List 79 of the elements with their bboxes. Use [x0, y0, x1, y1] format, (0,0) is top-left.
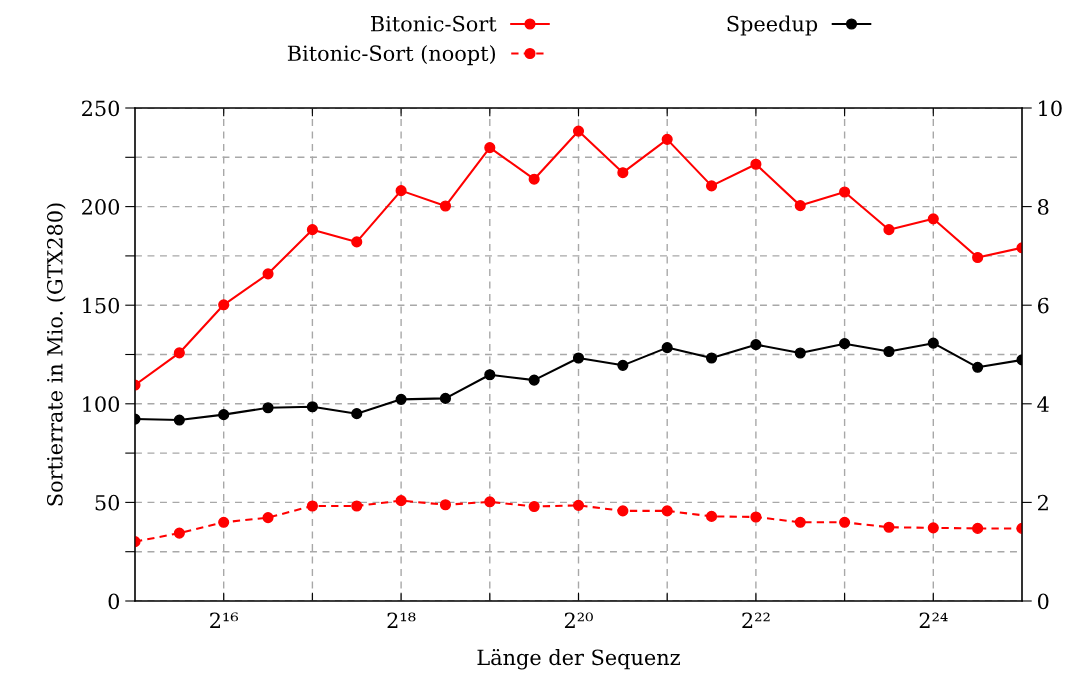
x-axis-title: Länge der Sequenz: [477, 648, 680, 670]
point: [705, 510, 718, 522]
point: [218, 409, 230, 421]
point: [661, 133, 673, 145]
point: [883, 345, 895, 358]
legend-label: Bitonic-Sort: [370, 15, 497, 32]
point: [351, 408, 363, 420]
point: [705, 180, 718, 192]
point: [883, 224, 895, 236]
x-tick-label: 2¹⁸: [387, 612, 416, 628]
point: [794, 347, 806, 359]
legend-label: Speedup: [727, 15, 818, 36]
point: [750, 511, 762, 523]
y-tick-label: 0: [108, 593, 120, 610]
point: [306, 224, 318, 236]
point: [572, 352, 585, 364]
point: [262, 402, 274, 414]
point: [617, 359, 629, 371]
y2-tick-label: 4: [1037, 396, 1049, 412]
point: [528, 500, 540, 513]
y2-tick-label: 6: [1037, 297, 1049, 314]
point: [262, 268, 274, 280]
point: [927, 213, 939, 225]
point: [173, 414, 185, 426]
point: [218, 516, 230, 528]
point: [262, 512, 274, 524]
point: [839, 516, 851, 528]
point: [395, 495, 407, 507]
point: [794, 200, 806, 212]
x-tick-label: 2¹⁶: [210, 612, 239, 628]
point: [484, 369, 496, 381]
point: [661, 505, 673, 517]
point: [572, 499, 585, 511]
point: [617, 505, 629, 517]
y-axis-title: Sortierrate in Mio. (GTX280): [46, 203, 66, 506]
x-tick-label: 2²²: [742, 612, 770, 628]
y-tick-label: 150: [83, 297, 120, 314]
point: [395, 185, 407, 197]
point: [750, 158, 762, 170]
point: [705, 352, 718, 364]
point: [617, 167, 629, 179]
point: [351, 236, 363, 248]
y2-tick-label: 2: [1038, 494, 1048, 511]
point: [572, 125, 585, 137]
legend-label: Bitonic-Sort (noopt): [287, 44, 495, 66]
point: [173, 527, 185, 539]
point: [794, 516, 806, 528]
point: [439, 200, 452, 212]
point: [173, 347, 185, 359]
y-tick-label: 50: [95, 494, 120, 511]
point: [218, 299, 230, 311]
point: [528, 173, 540, 185]
point: [927, 337, 939, 349]
y-tick-label: 200: [82, 199, 120, 215]
y2-tick-label: 10: [1039, 100, 1062, 117]
y2-tick-label: 8: [1037, 199, 1049, 215]
point: [927, 522, 939, 534]
point: [972, 361, 984, 373]
point: [351, 500, 363, 512]
point: [661, 342, 673, 354]
point: [972, 251, 984, 264]
point: [484, 142, 496, 154]
point: [306, 401, 318, 413]
point: [972, 522, 984, 534]
y-tick-label: 250: [82, 100, 120, 117]
point: [484, 496, 496, 508]
point: [306, 500, 318, 512]
point: [839, 186, 851, 198]
y-tick-label: 100: [83, 396, 120, 413]
point: [528, 374, 540, 386]
point: [839, 338, 851, 350]
x-tick-label: 2²⁰: [564, 612, 593, 628]
point: [395, 393, 407, 405]
point: [750, 339, 762, 351]
x-tick-label: 2²⁴: [919, 612, 948, 628]
point: [439, 499, 452, 511]
point: [439, 392, 452, 404]
point: [883, 521, 895, 533]
y2-tick-label: 0: [1037, 593, 1049, 610]
